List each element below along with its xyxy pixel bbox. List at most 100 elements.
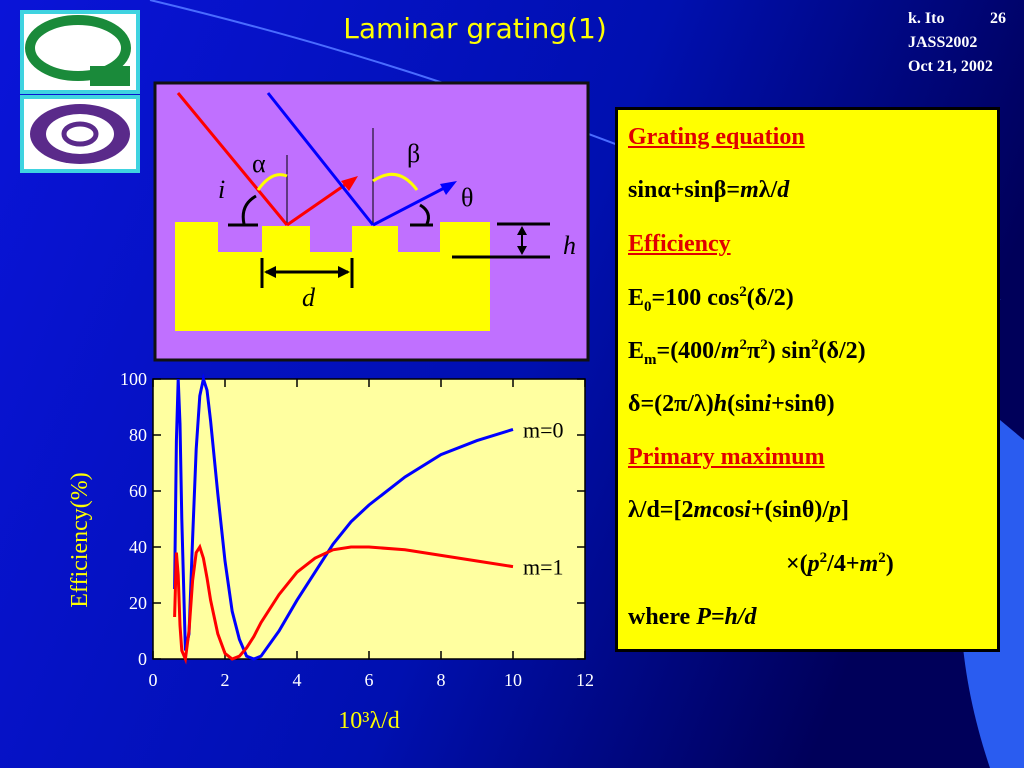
equation-line: E0=100 cos2(δ/2)	[628, 284, 794, 316]
angle-arc	[419, 203, 430, 225]
y-tick-label: 80	[129, 425, 147, 445]
header-date: Oct 21, 2002	[908, 58, 993, 75]
arrowhead	[440, 181, 457, 195]
equation-text: ) sin	[767, 338, 812, 365]
equation-line: sinα+sinβ=mλ/d	[628, 177, 789, 204]
equation-text: ×(	[786, 551, 808, 578]
logo-pf-ring	[25, 15, 131, 81]
slide-title: Laminar grating(1)	[343, 12, 607, 45]
equation-text: cos	[712, 497, 745, 524]
equation-text: +sinθ)	[771, 390, 835, 417]
equation-line: Em=(400/m2π2) sin2(δ/2)	[628, 337, 866, 369]
equation-text: δ=(2π/λ)	[628, 390, 714, 417]
arrowhead	[517, 226, 527, 235]
incident-ray	[176, 92, 289, 226]
equation-text: 2	[811, 337, 819, 354]
equation-text: E	[628, 284, 645, 311]
x-axis-title: 10³λ/d	[338, 708, 400, 734]
equation-text: P=h/d	[696, 603, 757, 630]
equation-text: Grating equation	[628, 124, 805, 150]
equation-line: λ/d=[2mcosi+(sinθ)/p]	[628, 497, 849, 524]
equation-text: (sin	[727, 390, 765, 417]
header-page: 26	[990, 10, 1006, 27]
equation-heading: Grating equation	[628, 124, 805, 151]
y-tick-label: 0	[138, 649, 147, 669]
equation-text: )	[885, 551, 894, 578]
equation-text: i	[764, 390, 772, 417]
y-tick-label: 40	[129, 537, 147, 557]
equation-text: 2	[760, 337, 768, 354]
grating	[175, 222, 490, 331]
diffracted-ray	[372, 183, 451, 227]
diffracted-ray	[286, 178, 353, 227]
y-axis-title: Efficiency(%)	[67, 472, 93, 607]
equation-text: /4+	[827, 551, 860, 578]
equation-line: where P=h/d	[628, 604, 757, 631]
arrowhead	[338, 266, 350, 278]
x-tick-label: 4	[293, 670, 302, 690]
equation-text: sinα+sinβ=	[628, 177, 741, 204]
logo-kek-inner	[46, 114, 114, 154]
equation-box: Grating equation sinα+sinβ=mλ/d Efficiency…	[615, 107, 1000, 652]
equation-text: m	[740, 177, 759, 204]
equation-line: δ=(2π/λ)h(sini+sinθ)	[628, 391, 835, 418]
logo-kek-core	[61, 121, 99, 147]
label-alpha: α	[252, 149, 266, 178]
equation-text: E	[628, 338, 645, 365]
label-theta: θ	[461, 183, 473, 212]
x-tick-label: 12	[576, 670, 594, 690]
equation-text: λ/d=[2	[628, 497, 694, 524]
series-line	[173, 373, 514, 661]
equation-text: 2	[739, 283, 747, 300]
arrowhead	[341, 176, 358, 191]
equation-text: h	[713, 390, 728, 417]
equation-text: 0	[644, 298, 652, 315]
equation-text: m	[720, 338, 740, 365]
equation-text: where	[628, 603, 697, 630]
equation-text: m	[693, 497, 713, 524]
angle-arc	[372, 172, 419, 191]
equation-heading: Primary maximum	[628, 444, 825, 471]
equation-text: i	[744, 497, 751, 524]
x-tick-label: 0	[149, 670, 158, 690]
label-beta: β	[407, 139, 420, 168]
x-tick-label: 6	[365, 670, 374, 690]
equation-text: =100 cos	[651, 284, 740, 311]
x-tick-label: 10	[504, 670, 522, 690]
equation-line: ×(p2/4+m2)	[786, 550, 894, 578]
x-tick-label: 2	[221, 670, 230, 690]
series-label: m=1	[523, 555, 564, 580]
series-label: m=0	[523, 417, 564, 442]
equation-text: π	[747, 338, 761, 365]
equation-text: (δ/2)	[746, 284, 794, 311]
angle-arc	[241, 194, 257, 225]
equation-text: (δ/2)	[818, 338, 866, 365]
equation-text: 2	[819, 550, 828, 567]
header-author: k. Ito	[908, 10, 944, 27]
equation-text: m	[644, 351, 657, 368]
incident-ray	[266, 92, 375, 226]
equation-text: ]	[841, 497, 850, 524]
equation-text: Efficiency	[628, 230, 731, 257]
equation-text: 2	[739, 337, 748, 354]
equation-text: m	[859, 551, 879, 578]
equation-text: p	[829, 497, 842, 524]
equation-text: d	[777, 177, 790, 204]
series-line	[173, 543, 514, 665]
x-tick-label: 8	[437, 670, 446, 690]
header-event: JASS2002	[908, 34, 977, 51]
y-tick-label: 20	[129, 593, 147, 613]
logo-pf-tag	[90, 66, 130, 86]
arrowhead	[264, 266, 276, 278]
equation-text: p	[807, 551, 820, 578]
equation-text: =(400/	[656, 338, 721, 365]
equation-text: Primary maximum	[628, 443, 825, 470]
plot-area	[152, 378, 586, 660]
equation-text: λ/	[758, 177, 778, 204]
equation-heading: Efficiency	[628, 231, 731, 258]
label-h: h	[563, 231, 576, 260]
y-tick-label: 60	[129, 481, 147, 501]
arrowhead	[517, 246, 527, 255]
label-i: i	[218, 175, 225, 204]
